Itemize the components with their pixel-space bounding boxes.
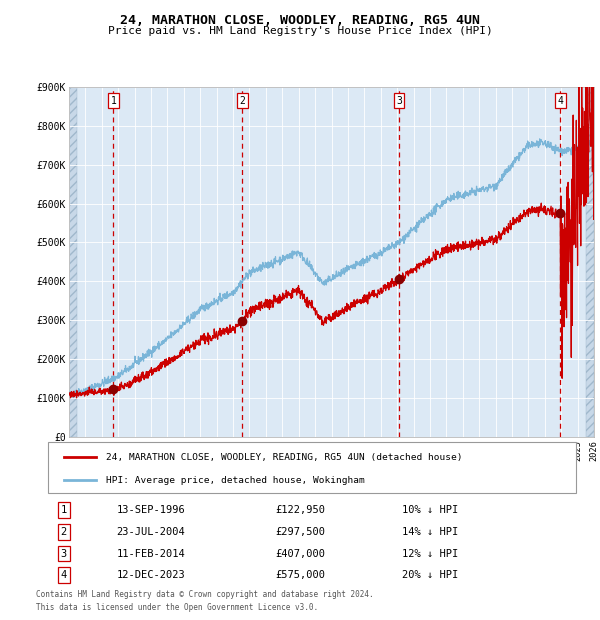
Text: 3: 3 — [61, 549, 67, 559]
Bar — [69, 87, 77, 437]
Text: 4: 4 — [557, 95, 563, 105]
Text: 3: 3 — [396, 95, 402, 105]
Bar — [586, 87, 594, 437]
Text: 11-FEB-2014: 11-FEB-2014 — [116, 549, 185, 559]
Text: 4: 4 — [61, 570, 67, 580]
Text: This data is licensed under the Open Government Licence v3.0.: This data is licensed under the Open Gov… — [36, 603, 318, 612]
Text: £122,950: £122,950 — [275, 505, 325, 515]
Text: 2: 2 — [61, 527, 67, 537]
Text: £297,500: £297,500 — [275, 527, 325, 537]
Text: 13-SEP-1996: 13-SEP-1996 — [116, 505, 185, 515]
Text: 1: 1 — [61, 505, 67, 515]
Text: 10% ↓ HPI: 10% ↓ HPI — [402, 505, 458, 515]
Text: 1: 1 — [110, 95, 116, 105]
Text: Price paid vs. HM Land Registry's House Price Index (HPI): Price paid vs. HM Land Registry's House … — [107, 26, 493, 36]
Text: 23-JUL-2004: 23-JUL-2004 — [116, 527, 185, 537]
Text: HPI: Average price, detached house, Wokingham: HPI: Average price, detached house, Woki… — [106, 476, 365, 485]
Text: 24, MARATHON CLOSE, WOODLEY, READING, RG5 4UN (detached house): 24, MARATHON CLOSE, WOODLEY, READING, RG… — [106, 453, 463, 462]
Text: £407,000: £407,000 — [275, 549, 325, 559]
Text: 12-DEC-2023: 12-DEC-2023 — [116, 570, 185, 580]
Text: £575,000: £575,000 — [275, 570, 325, 580]
Text: Contains HM Land Registry data © Crown copyright and database right 2024.: Contains HM Land Registry data © Crown c… — [36, 590, 374, 600]
Text: 20% ↓ HPI: 20% ↓ HPI — [402, 570, 458, 580]
FancyBboxPatch shape — [48, 442, 576, 493]
Text: 24, MARATHON CLOSE, WOODLEY, READING, RG5 4UN: 24, MARATHON CLOSE, WOODLEY, READING, RG… — [120, 14, 480, 27]
Text: 12% ↓ HPI: 12% ↓ HPI — [402, 549, 458, 559]
Text: 2: 2 — [239, 95, 245, 105]
Text: 14% ↓ HPI: 14% ↓ HPI — [402, 527, 458, 537]
